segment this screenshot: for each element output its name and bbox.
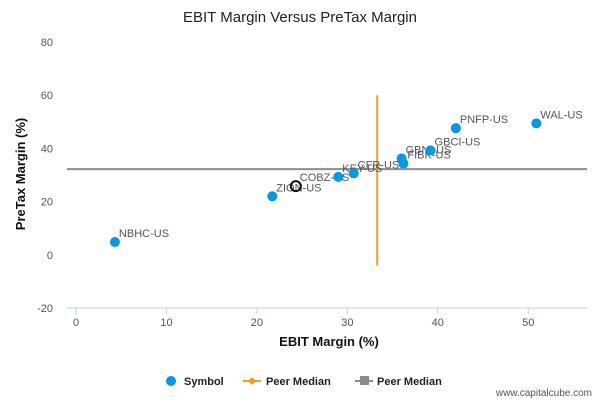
legend-item-peer-median-horizontal[interactable]: Peer Median (355, 376, 442, 388)
scatter-point[interactable] (398, 158, 409, 169)
scatter-point[interactable] (267, 191, 278, 202)
x-tick-label: 20 (251, 317, 263, 329)
x-tick-label: 30 (341, 317, 353, 329)
y-tick-label: 40 (41, 143, 53, 155)
y-axis-ticks: -20 0 20 40 60 80 (37, 37, 53, 315)
scatter-point[interactable] (348, 168, 359, 179)
scatter-point[interactable] (333, 171, 344, 182)
scatter-point-highlight[interactable] (289, 180, 302, 193)
legend-vertical-median-marker (248, 377, 256, 385)
scatter-point[interactable] (109, 237, 120, 248)
legend-symbol-label: Symbol (184, 376, 224, 388)
legend-item-symbol[interactable]: Symbol (166, 376, 224, 388)
legend-peer-median-label-2: Peer Median (377, 376, 442, 388)
y-tick-label: 0 (47, 250, 53, 262)
x-tick-label: 40 (432, 317, 444, 329)
scatter-points: NBHC-USZION-USCOBZ-USKEY-USCFR-USGBNI-US… (109, 109, 583, 248)
point-label: GBCI-US (435, 137, 481, 149)
y-tick-label: 60 (41, 90, 53, 102)
point-label: CFR-US (358, 159, 400, 171)
scatter-point[interactable] (450, 123, 461, 134)
legend-item-peer-median-vertical[interactable]: Peer Median (243, 376, 331, 388)
y-axis-title: PreTax Margin (%) (13, 118, 28, 230)
legend-symbol-marker (166, 376, 176, 386)
x-tick-label: 0 (73, 317, 79, 329)
x-axis-title: EBIT Margin (%) (279, 334, 379, 349)
x-axis-ticks: 0 10 20 30 40 50 (73, 308, 534, 329)
point-label: ZION-US (276, 182, 321, 194)
point-label: NBHC-US (119, 228, 169, 240)
x-tick-label: 10 (160, 317, 172, 329)
chart-title: EBIT Margin Versus PreTax Margin (183, 9, 417, 26)
legend-horizontal-median-marker (360, 376, 369, 385)
y-tick-label: 80 (41, 37, 53, 49)
y-tick-label: 20 (41, 197, 53, 209)
scatter-point[interactable] (531, 118, 542, 129)
y-tick-label: -20 (37, 303, 53, 315)
footer-credit: www.capitalcube.com (495, 388, 592, 399)
legend: Symbol Peer Median Peer Median (166, 376, 442, 388)
point-label: FIBK-US (407, 150, 450, 162)
plot-area: 0 10 20 30 40 50 -20 0 20 40 60 80 NBHC-US ZION-US C… (37, 37, 587, 329)
scatter-point[interactable] (425, 145, 436, 156)
legend-peer-median-label-1: Peer Median (266, 376, 331, 388)
x-tick-label: 50 (522, 317, 534, 329)
point-label: PNFP-US (460, 114, 508, 126)
point-label: WAL-US (540, 109, 582, 121)
